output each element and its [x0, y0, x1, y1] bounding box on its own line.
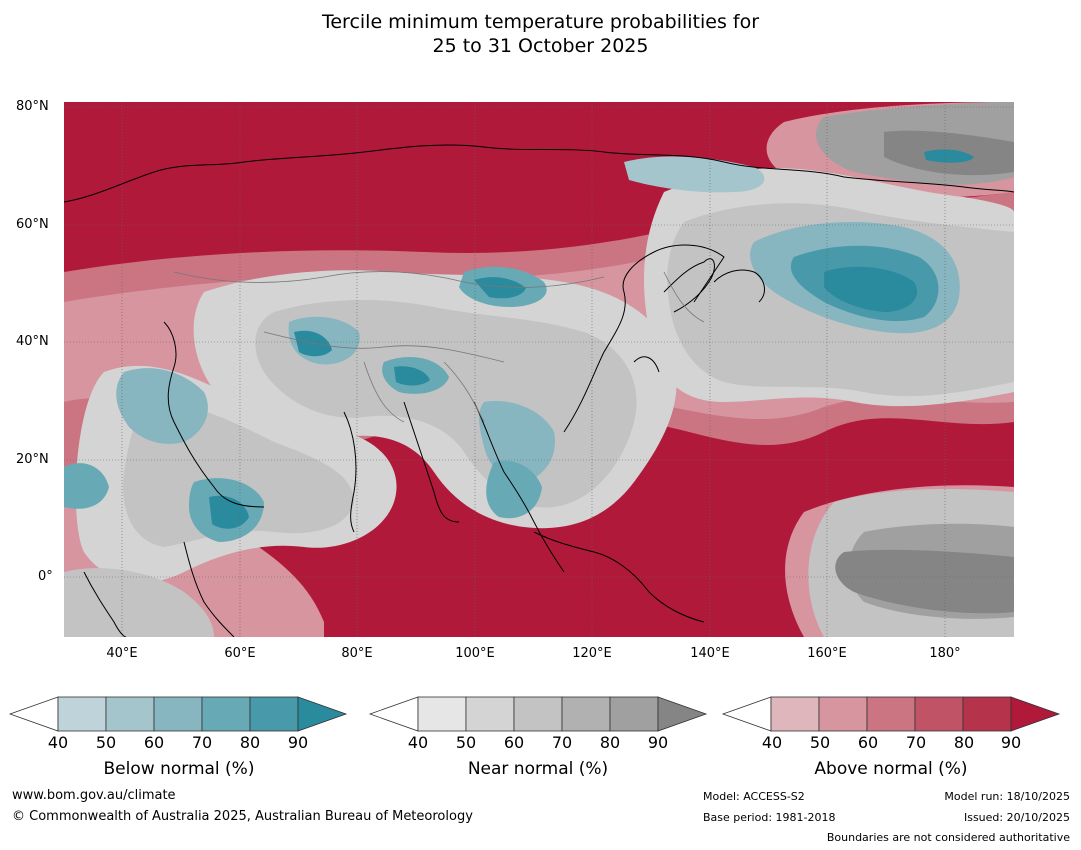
near-tick-40: 40 [407, 733, 429, 752]
model-text: Model: ACCESS-S2 [703, 790, 805, 803]
above-legend-title: Above normal (%) [814, 759, 968, 779]
near-legend-title: Near normal (%) [467, 759, 609, 779]
issued-text: Issued: 20/10/2025 [963, 811, 1070, 824]
below-swatch-80-90 [249, 696, 299, 732]
map-canvas [64, 102, 1014, 637]
model-run-text: Model run: 18/10/2025 [944, 790, 1070, 803]
lat-label-80n: 80°N [16, 99, 49, 114]
above-tick-80: 80 [953, 733, 975, 752]
legend-near-normal [368, 694, 708, 734]
coastlines [64, 144, 1014, 637]
website-link[interactable]: www.bom.gov.au/climate [12, 788, 176, 803]
lat-label-equator: 0° [38, 569, 53, 584]
graticule [64, 102, 1014, 637]
title-line-1: Tercile minimum temperature probabilitie… [321, 11, 760, 33]
above-swatch-70-80 [914, 696, 964, 732]
below-tick-90: 90 [287, 733, 309, 752]
below-tick-80: 80 [239, 733, 261, 752]
near-swatch-60-70 [513, 696, 563, 732]
above-swatch-80-90 [962, 696, 1012, 732]
below-legend-title: Below normal (%) [103, 759, 255, 779]
below-swatch-40-50 [57, 696, 107, 732]
lon-label-140e: 140°E [690, 646, 730, 661]
near-tick-50: 50 [455, 733, 477, 752]
near-swatch-90-plus [657, 696, 708, 732]
lat-label-60n: 60°N [16, 217, 49, 232]
near-tick-80: 80 [599, 733, 621, 752]
above-swatch-50-60 [818, 696, 868, 732]
lon-label-180: 180° [929, 646, 961, 661]
map-title: Tercile minimum temperature probabilitie… [0, 10, 1081, 58]
above-tick-40: 40 [761, 733, 783, 752]
below-swatch-90-plus [297, 696, 348, 732]
above-tick-70: 70 [905, 733, 927, 752]
near-swatch-50-60 [465, 696, 515, 732]
colorbar-near [368, 696, 708, 732]
title-line-2: 25 to 31 October 2025 [432, 35, 649, 57]
near-swatch-40-50 [417, 696, 467, 732]
legend-below-normal [8, 694, 348, 734]
lon-label-40e: 40°E [106, 646, 138, 661]
above-swatch-60-70 [866, 696, 916, 732]
near-swatch-70-80 [561, 696, 611, 732]
lon-label-80e: 80°E [341, 646, 373, 661]
above-tick-90: 90 [1000, 733, 1022, 752]
colorbar-above [721, 696, 1061, 732]
lon-label-100e: 100°E [455, 646, 495, 661]
lon-label-160e: 160°E [807, 646, 847, 661]
above-tick-60: 60 [857, 733, 879, 752]
country-boundaries [173, 271, 705, 423]
boundaries-disclaimer: Boundaries are not considered authoritat… [826, 831, 1070, 844]
colorbar-below [8, 696, 348, 732]
above-tick-50: 50 [809, 733, 831, 752]
near-tick-60: 60 [503, 733, 525, 752]
below-swatch-70-80 [201, 696, 251, 732]
copyright-text: © Commonwealth of Australia 2025, Austra… [12, 809, 473, 824]
near-tick-90: 90 [647, 733, 669, 752]
below-tick-40: 40 [47, 733, 69, 752]
lat-label-20n: 20°N [16, 452, 49, 467]
lon-label-120e: 120°E [572, 646, 612, 661]
above-swatch-40-50 [770, 696, 820, 732]
lat-label-40n: 40°N [16, 334, 49, 349]
below-swatch-50-60 [105, 696, 155, 732]
below-tick-60: 60 [143, 733, 165, 752]
probability-map [64, 102, 1014, 637]
lon-label-60e: 60°E [224, 646, 256, 661]
near-swatch-80-90 [609, 696, 659, 732]
legend-above-normal [721, 694, 1061, 734]
below-swatch-60-70 [153, 696, 203, 732]
above-swatch-90-plus [1010, 696, 1061, 732]
base-period-text: Base period: 1981-2018 [703, 811, 836, 824]
below-tick-50: 50 [95, 733, 117, 752]
below-tick-70: 70 [191, 733, 213, 752]
near-tick-70: 70 [551, 733, 573, 752]
